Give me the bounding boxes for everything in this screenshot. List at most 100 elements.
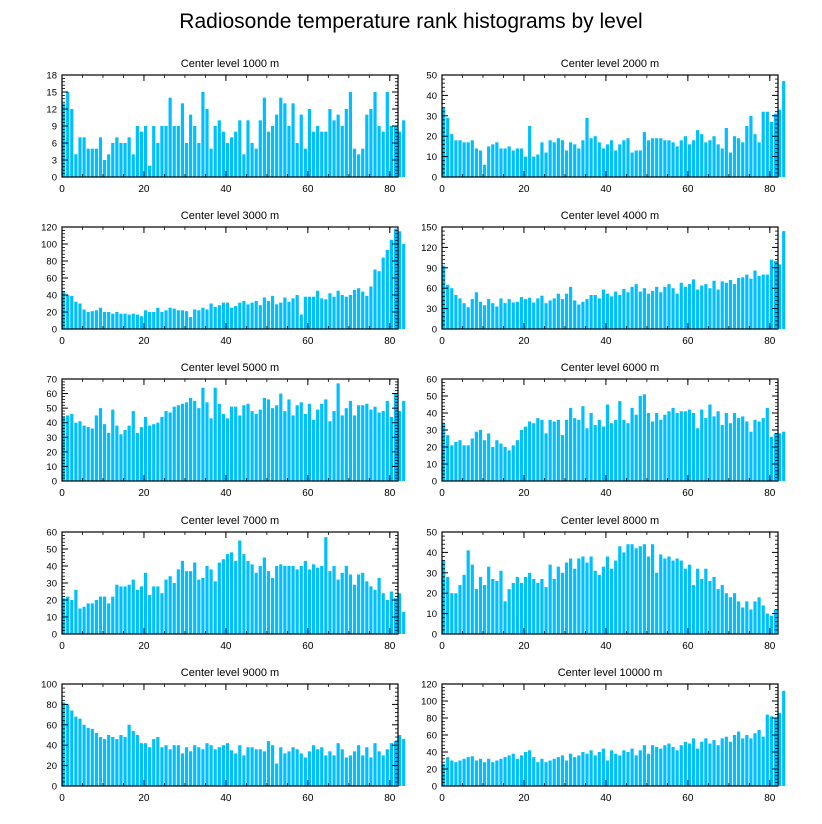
histogram-bar <box>328 571 332 634</box>
histogram-bar <box>340 572 344 634</box>
x-tick-label: 40 <box>600 488 612 499</box>
histogram-bar <box>242 300 246 329</box>
histogram-bar <box>123 430 127 481</box>
y-tick-label: 120 <box>421 680 437 691</box>
histogram-bar <box>311 564 316 634</box>
histogram-bar <box>160 593 164 634</box>
x-tick-label: 20 <box>518 641 530 652</box>
histogram-bar <box>316 749 320 786</box>
histogram-bar <box>540 142 544 177</box>
histogram-bar <box>741 738 745 786</box>
histogram-bar <box>646 293 651 329</box>
histogram-bar <box>569 142 573 177</box>
histogram-bar <box>398 231 402 329</box>
histogram-bar <box>287 399 291 481</box>
histogram-bar <box>275 405 279 481</box>
histogram-bar <box>197 143 201 177</box>
histogram-bar <box>745 274 749 329</box>
histogram-bar <box>402 244 406 329</box>
histogram-bar <box>316 290 320 329</box>
histogram-bar <box>373 743 377 786</box>
histogram-bar <box>201 749 205 786</box>
histogram-bar <box>528 126 532 177</box>
histogram-bar <box>708 404 712 481</box>
histogram-bar <box>474 292 478 329</box>
histogram-bar <box>254 413 258 481</box>
histogram-bar <box>127 314 131 329</box>
y-tick-label: 70 <box>46 375 57 386</box>
y-tick-label: 120 <box>41 223 57 234</box>
histogram-bar <box>708 580 712 634</box>
y-tick-label: 80 <box>46 257 57 268</box>
histogram-bar <box>667 411 671 481</box>
histogram-bar <box>238 540 242 634</box>
histogram-bar <box>398 131 402 177</box>
histogram-bar <box>515 758 519 786</box>
histogram-bar <box>691 585 696 634</box>
histogram-bar <box>205 743 209 786</box>
histogram-bar <box>324 131 328 177</box>
histogram-bar <box>344 296 348 329</box>
histogram-bar <box>474 760 478 786</box>
histogram-bar <box>659 554 663 634</box>
histogram-bar <box>98 137 103 177</box>
histogram-bar <box>679 140 683 177</box>
histogram-bar <box>716 144 720 177</box>
histogram-bar <box>86 427 90 481</box>
histogram-bar <box>320 131 324 177</box>
histogram-bar <box>234 753 238 786</box>
histogram-bar <box>336 383 340 481</box>
histogram-bar <box>675 293 679 329</box>
histogram-bar <box>135 735 139 786</box>
histogram-bar <box>230 750 234 786</box>
x-tick-label: 80 <box>384 184 396 195</box>
histogram-bar <box>246 747 250 786</box>
histogram-bar <box>523 156 528 177</box>
histogram-bar <box>82 309 86 329</box>
histogram-bar <box>491 447 495 481</box>
histogram-bar <box>303 296 307 329</box>
histogram-bar <box>398 411 402 481</box>
histogram-bar <box>389 126 393 177</box>
histogram-bar <box>605 404 610 481</box>
histogram-bar <box>328 293 332 329</box>
histogram-bar <box>230 307 234 329</box>
histogram-bar <box>462 445 466 481</box>
histogram-bar <box>614 150 618 177</box>
x-tick-label: 0 <box>59 488 65 499</box>
plot-frame <box>441 531 779 635</box>
histogram-bar <box>491 578 495 634</box>
histogram-bar <box>402 739 406 786</box>
histogram-bar <box>139 316 144 329</box>
histogram-bar <box>650 290 655 329</box>
histogram-bar <box>585 428 589 481</box>
histogram-bar <box>749 738 753 786</box>
histogram-bar <box>585 562 589 634</box>
histogram-bar <box>679 560 683 634</box>
histogram-bar <box>454 295 458 329</box>
histogram-bar <box>324 755 328 786</box>
histogram-bar <box>753 419 757 481</box>
histogram-bar <box>683 286 687 329</box>
histogram-bar <box>757 421 761 481</box>
histogram-bar <box>107 432 111 481</box>
histogram-bar <box>172 126 176 177</box>
histogram-bar <box>242 154 246 177</box>
histogram-bar <box>246 560 250 634</box>
y-tick-label: 20 <box>46 596 57 607</box>
panel-title: Center level 10000 m <box>558 667 663 679</box>
histogram-bar <box>630 286 634 329</box>
plot-frame <box>441 74 779 178</box>
histogram-bar <box>560 140 565 177</box>
histogram-bar <box>478 301 483 329</box>
y-tick-label: 40 <box>426 409 437 420</box>
histogram-bar <box>336 579 340 634</box>
histogram-bar <box>519 755 524 786</box>
histogram-bar <box>320 747 324 786</box>
histogram-bar <box>348 755 353 786</box>
histogram-bar <box>778 109 782 177</box>
histogram-bar <box>482 762 487 786</box>
histogram-bar <box>328 421 332 481</box>
histogram-bar <box>316 126 320 177</box>
histogram-bar <box>716 589 720 634</box>
